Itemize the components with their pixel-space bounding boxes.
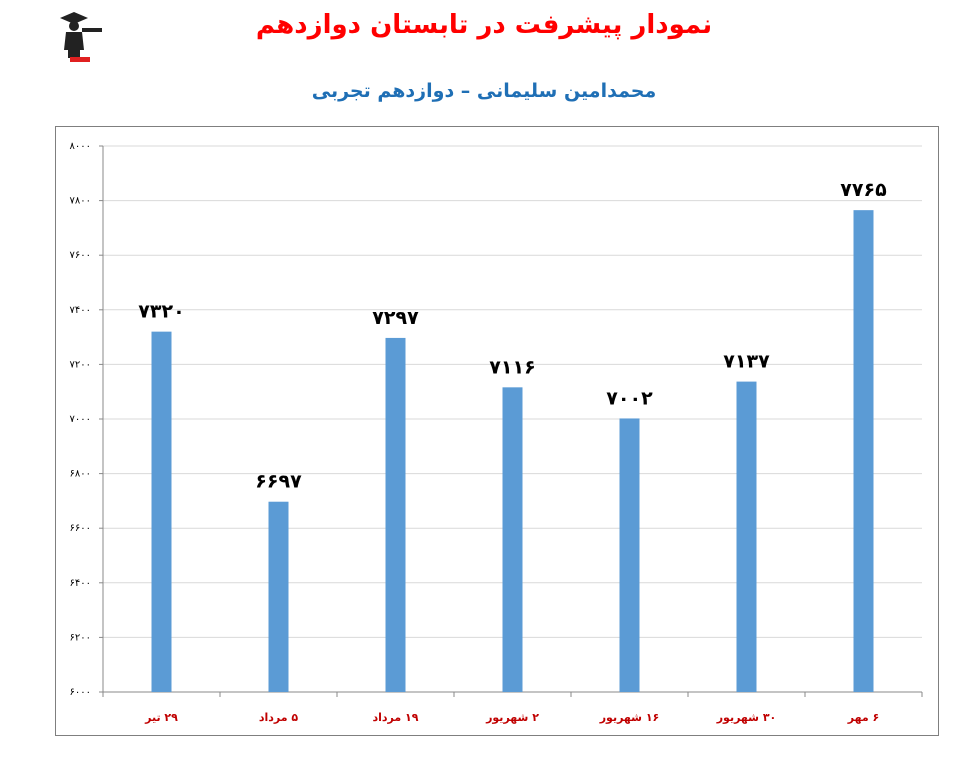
y-tick-label: ۶۶۰۰ <box>70 523 91 534</box>
data-label: ۷۱۱۶ <box>489 356 535 378</box>
data-labels: ۷۳۲۰ ۶۶۹۷ ۷۲۹۷ ۷۱۱۶ ۷۰۰۲ ۷۱۳۷ ۷۷۶۵ <box>138 179 887 493</box>
x-category-label: ۲ شهریور <box>485 711 539 724</box>
y-tick-label: ۶۴۰۰ <box>70 578 91 589</box>
x-category-label: ۱۹ مرداد <box>373 711 419 724</box>
x-category-label: ۱۶ شهریور <box>599 711 660 724</box>
bar <box>268 501 289 692</box>
logo <box>52 10 104 62</box>
data-label: ۶۶۹۷ <box>255 471 302 493</box>
x-category-label: ۶ مهر <box>847 711 879 724</box>
bar <box>385 337 406 692</box>
y-tick-label: ۷۲۰۰ <box>70 359 91 370</box>
y-tick-labels: ۶۰۰۰ ۶۲۰۰ ۶۴۰۰ ۶۶۰۰ ۶۸۰۰ ۷۰۰۰ ۷۲۰۰ ۷۴۰۰ ۷۶۰۰ ۷۸۰۰… <box>70 141 91 698</box>
chart-title: نمودار پیشرفت در تابستان دوازدهم <box>255 10 713 40</box>
chart-area <box>55 126 939 736</box>
y-tick-label: ۶۰۰۰ <box>70 687 91 698</box>
y-tick-label: ۷۶۰۰ <box>70 250 91 261</box>
bar <box>736 381 757 692</box>
y-tick-label: ۶۲۰۰ <box>70 632 91 643</box>
data-label: ۷۱۳۷ <box>723 351 770 373</box>
y-tick-label: ۷۴۰۰ <box>70 305 91 316</box>
data-label: ۷۲۹۷ <box>372 307 419 329</box>
bar <box>853 210 874 692</box>
data-label: ۷۷۶۵ <box>840 179 887 201</box>
bar <box>619 418 640 692</box>
data-label: ۷۰۰۲ <box>606 387 653 409</box>
category-labels: ۲۹ تیر ۵ مرداد ۱۹ مرداد ۲ شهریور ۱۶ شهریور ۳۰… <box>144 711 879 724</box>
x-category-label: ۳۰ شهریور <box>716 711 777 724</box>
x-category-label: ۵ مرداد <box>259 711 299 724</box>
x-category-label: ۲۹ تیر <box>144 711 178 724</box>
y-tick-label: ۸۰۰۰ <box>70 141 91 152</box>
y-tick-label: ۷۸۰۰ <box>70 196 91 207</box>
y-tick-label: ۶۸۰۰ <box>70 469 91 480</box>
bar <box>502 387 523 692</box>
data-label: ۷۳۲۰ <box>138 301 184 323</box>
y-tick-label: ۷۰۰۰ <box>70 414 91 425</box>
bar <box>151 331 172 692</box>
graduate-logo-icon <box>60 12 102 62</box>
chart-subtitle: محمدامین سلیمانی – دوازدهم تجربی <box>311 80 657 102</box>
bars <box>151 210 874 692</box>
